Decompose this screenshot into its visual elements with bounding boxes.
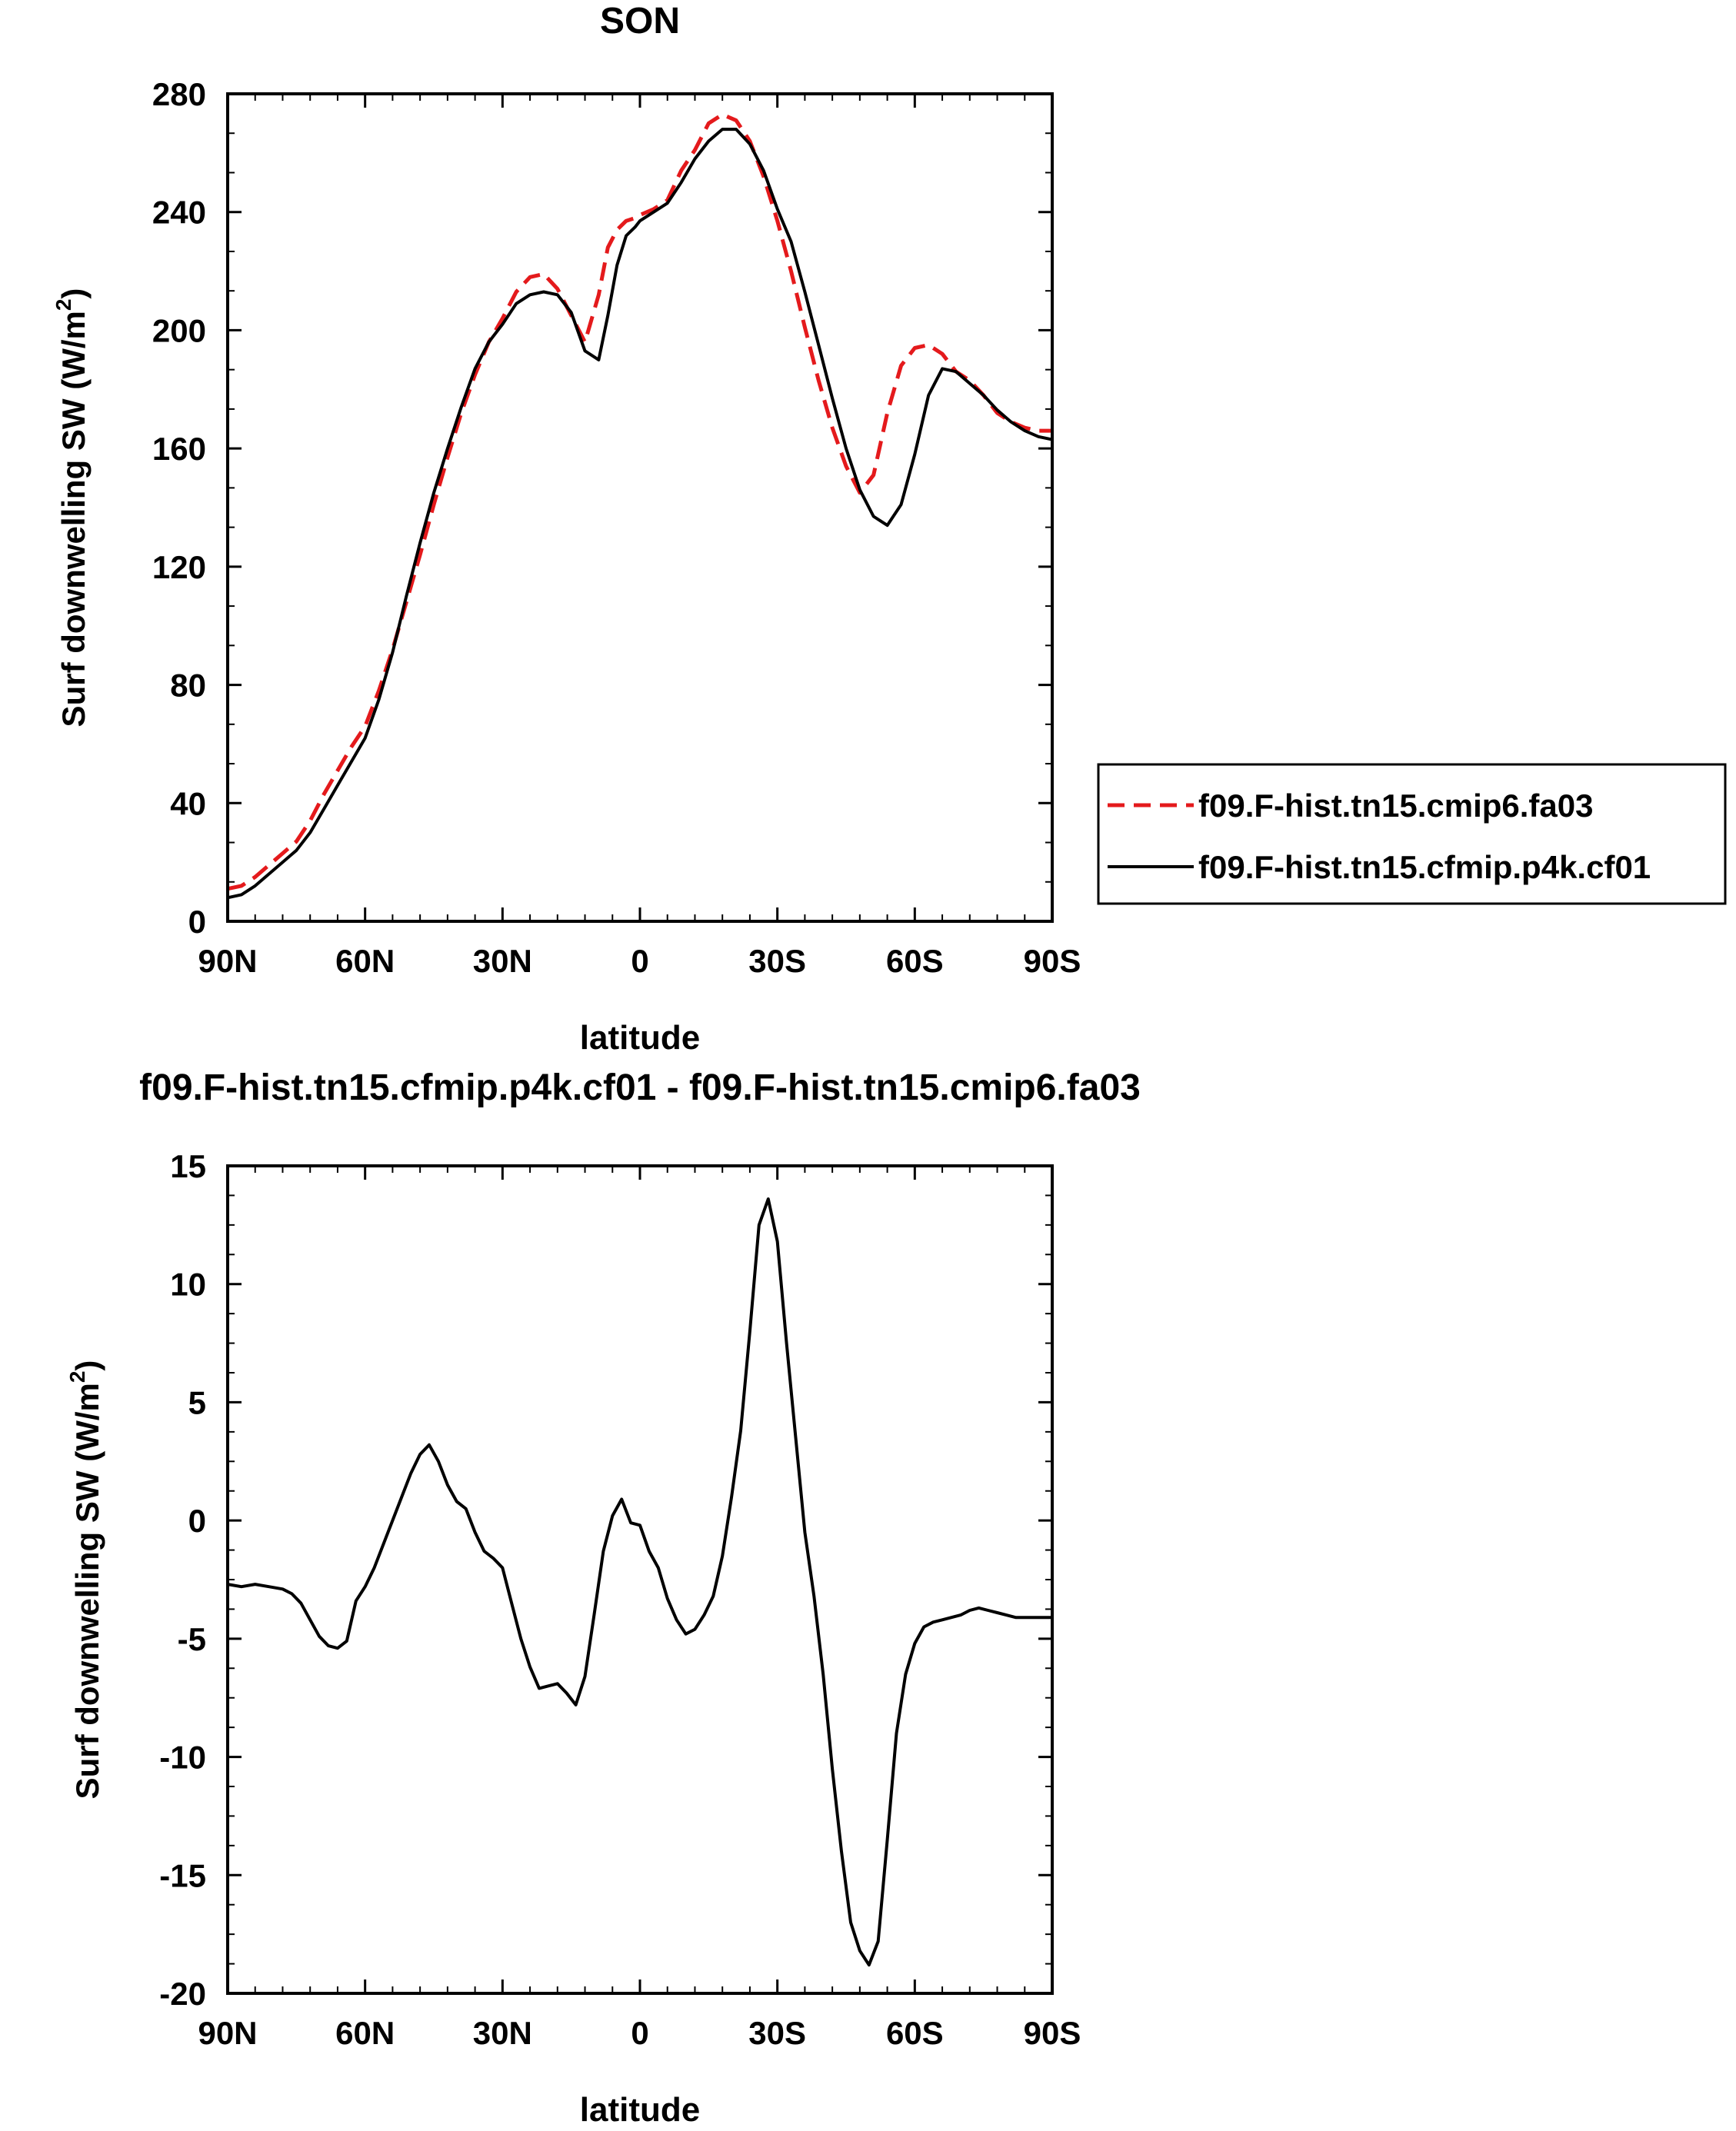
bottom-y-axis-label-close: ) — [69, 1360, 105, 1371]
top-x-tick-label: 30N — [473, 943, 532, 979]
bottom-x-tick-label: 0 — [631, 2015, 648, 2051]
top-series-line-1 — [227, 128, 1053, 900]
top-x-axis-label: latitude — [580, 1019, 700, 1057]
top-x-tick-label: 90N — [198, 943, 257, 979]
bottom-series-group — [227, 1197, 1052, 1967]
bottom-x-tick-label: 60S — [886, 2015, 944, 2051]
bottom-y-axis-label: Surf downwelling SW (W/m2) — [65, 1360, 105, 1800]
top-tick-group: 90N 60N 30N 0 30S 60S 90S 0 40 80 120 160 200 240 280 — [152, 76, 1081, 979]
top-x-tick-label: 60S — [886, 943, 944, 979]
top-y-tick-label: 120 — [152, 549, 206, 585]
bottom-y-tick-label: -10 — [159, 1740, 206, 1776]
bottom-panel: f09.F-hist.tn15.cfmip.p4k.cf01 - f09.F-h… — [65, 1067, 1141, 2129]
bottom-y-tick-label: 10 — [170, 1267, 206, 1303]
bottom-series-line-0 — [227, 1197, 1052, 1967]
bottom-x-tick-label: 30N — [473, 2015, 532, 2051]
top-x-tick-label: 60N — [335, 943, 395, 979]
top-x-tick-label: 0 — [631, 943, 648, 979]
top-y-axis-label-sup: 2 — [52, 299, 75, 311]
top-x-tick-label: 90S — [1024, 943, 1081, 979]
top-y-tick-label: 80 — [170, 668, 206, 704]
bottom-tick-group: 90N 60N 30N 0 30S 60S 90S -20 -15 -10 -5 0 5 10 15 — [159, 1148, 1081, 2051]
legend: f09.F-hist.tn15.cmip6.fa03 f09.F-hist.tn… — [1097, 763, 1727, 905]
top-y-tick-label: 280 — [152, 76, 206, 112]
bottom-y-tick-label: -15 — [159, 1857, 206, 1893]
top-y-tick-label: 0 — [188, 904, 206, 940]
top-y-axis-label-text: Surf downwelling SW (W/m — [55, 311, 92, 727]
top-y-tick-label: 160 — [152, 431, 206, 467]
bottom-x-tick-label: 60N — [335, 2015, 395, 2051]
bottom-x-tick-label: 90N — [198, 2015, 257, 2051]
bottom-y-axis-label-sup: 2 — [65, 1371, 89, 1383]
top-chart-title: SON — [600, 1, 680, 42]
top-series-line-0 — [227, 112, 1052, 891]
top-plot-frame — [226, 92, 1054, 923]
top-y-axis-label: Surf downwelling SW (W/m2) — [52, 288, 92, 728]
bottom-x-axis-label: latitude — [580, 2091, 700, 2129]
top-series-group — [227, 112, 1053, 900]
bottom-chart-title: f09.F-hist.tn15.cfmip.p4k.cf01 - f09.F-h… — [139, 1067, 1141, 1108]
bottom-y-tick-label: -5 — [178, 1621, 206, 1657]
legend-label-cmip6: f09.F-hist.tn15.cmip6.fa03 — [1198, 787, 1594, 824]
top-y-tick-label: 40 — [170, 785, 206, 821]
top-y-tick-label: 200 — [152, 312, 206, 348]
top-x-tick-label: 30S — [748, 943, 806, 979]
bottom-x-tick-label: 90S — [1024, 2015, 1081, 2051]
bottom-y-tick-label: 5 — [188, 1384, 206, 1420]
legend-box — [1097, 763, 1727, 905]
top-panel: SON 90N 60N 30N 0 30S 60S 90S 0 40 80 120 160 200 240… — [52, 1, 1727, 1057]
bottom-y-tick-label: 15 — [170, 1148, 206, 1184]
legend-label-cfmip: f09.F-hist.tn15.cfmip.p4k.cf01 — [1198, 849, 1651, 885]
bottom-y-tick-label: -20 — [159, 1976, 206, 2012]
bottom-plot-frame — [226, 1164, 1054, 1995]
top-y-axis-label-close: ) — [55, 288, 92, 299]
bottom-x-tick-label: 30S — [748, 2015, 806, 2051]
bottom-y-axis-label-text: Surf downwelling SW (W/m — [69, 1383, 105, 1799]
bottom-y-tick-label: 0 — [188, 1503, 206, 1539]
top-y-tick-label: 240 — [152, 195, 206, 231]
